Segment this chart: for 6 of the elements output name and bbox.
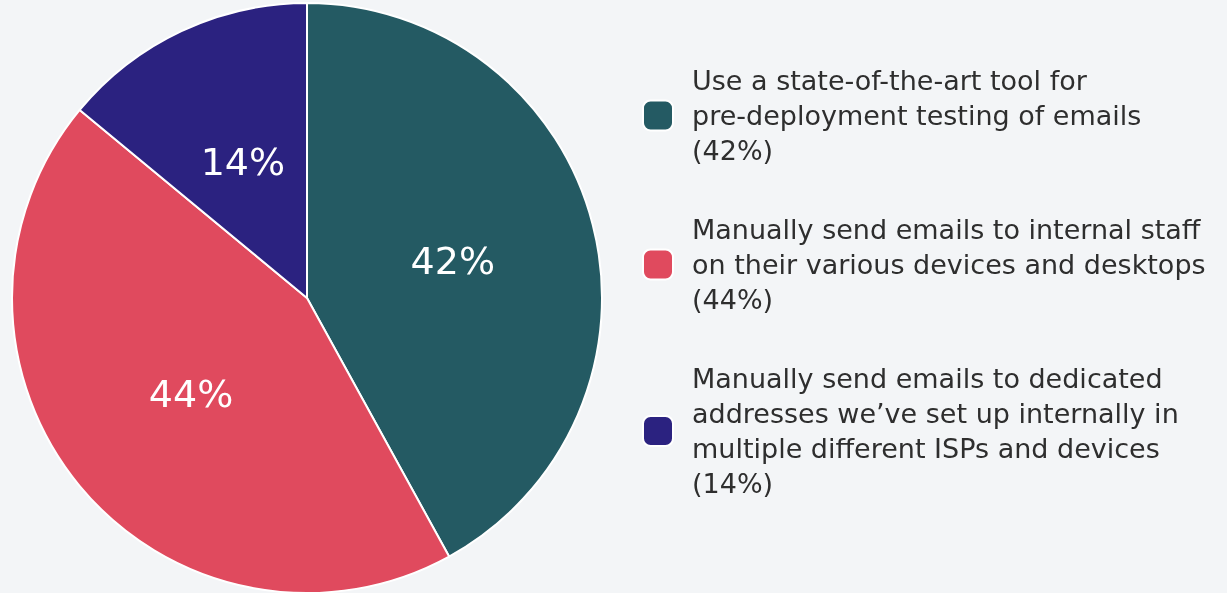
data-label: 44% <box>148 371 234 416</box>
data-label: 14% <box>200 139 286 184</box>
legend-label: Manually send emails to dedicated addresses we’ve set up internally in multiple different ISPs and devices (14%) <box>692 363 1188 499</box>
legend-label: Use a state-of-the-art tool for pre-deployment testing of emails (42%) <box>692 65 1150 166</box>
data-label: 42% <box>410 238 496 283</box>
legend-label: Manually send emails to internal staff on their various devices and desktops (44%) <box>692 214 1215 315</box>
